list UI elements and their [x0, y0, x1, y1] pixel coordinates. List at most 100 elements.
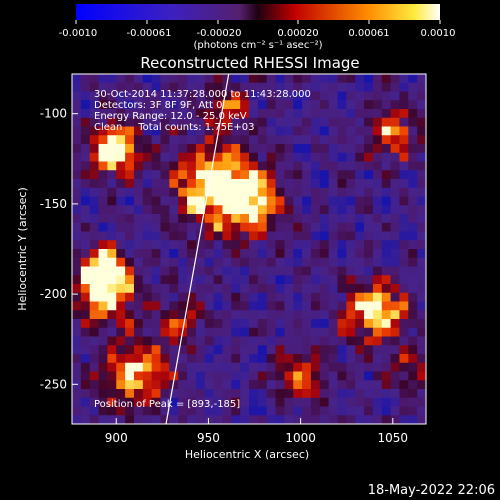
heatmap-cell	[381, 319, 391, 329]
heatmap-cell	[133, 257, 144, 267]
heatmap-cell	[372, 152, 383, 162]
heatmap-cell	[231, 249, 241, 259]
heatmap-cell	[213, 345, 223, 355]
heatmap-cell	[133, 371, 144, 381]
heatmap-cell	[372, 82, 383, 92]
heatmap-cell	[399, 292, 409, 302]
heatmap-cell	[133, 91, 144, 101]
heatmap-cell	[142, 170, 153, 180]
heatmap-cell	[337, 135, 347, 145]
heatmap-cell	[355, 135, 365, 145]
heatmap-cell	[160, 231, 170, 241]
heatmap-cell	[72, 214, 82, 224]
heatmap-cell	[80, 397, 91, 407]
heatmap-cell	[275, 284, 285, 294]
x-tick-label: 950	[197, 431, 220, 445]
heatmap-cell	[213, 336, 223, 346]
heatmap-cell	[169, 161, 179, 171]
heatmap-cell	[125, 82, 135, 92]
heatmap-cell	[390, 345, 400, 355]
heatmap-cell	[89, 275, 99, 285]
heatmap-cell	[275, 266, 285, 276]
heatmap-cell	[160, 117, 170, 127]
heatmap-cell	[266, 354, 276, 364]
heatmap-cell	[116, 222, 126, 232]
heatmap-cell	[204, 214, 214, 224]
heatmap-cell	[178, 100, 188, 110]
heatmap-cell	[417, 91, 426, 101]
heatmap-cell	[231, 310, 241, 320]
heatmap-cell	[257, 100, 268, 110]
heatmap-cell	[187, 196, 197, 206]
heatmap-cell	[213, 152, 223, 162]
heatmap-cell	[328, 336, 338, 346]
heatmap-cell	[346, 380, 356, 390]
heatmap-cell	[346, 257, 356, 267]
heatmap-cell	[399, 397, 409, 407]
heatmap-cell	[266, 187, 276, 197]
heatmap-cell	[408, 222, 418, 232]
heatmap-cell	[275, 301, 285, 311]
heatmap-cell	[213, 371, 223, 381]
heatmap-cell	[346, 187, 356, 197]
heatmap-cell	[293, 257, 303, 267]
heatmap-cell	[266, 100, 276, 110]
heatmap-cell	[381, 205, 391, 215]
heatmap-cell	[381, 292, 391, 302]
heatmap-cell	[390, 397, 400, 407]
heatmap-cell	[381, 231, 391, 241]
heatmap-cell	[169, 336, 179, 346]
heatmap-cell	[257, 380, 268, 390]
heatmap-cell	[125, 205, 135, 215]
heatmap-cell	[231, 91, 241, 101]
heatmap-cell	[98, 231, 108, 241]
heatmap-cell	[346, 109, 356, 119]
heatmap-cell	[195, 91, 206, 101]
heatmap-cell	[169, 170, 179, 180]
heatmap-cell	[98, 152, 108, 162]
heatmap-cell	[142, 74, 153, 84]
heatmap-cell	[133, 179, 144, 189]
heatmap-cell	[249, 292, 259, 302]
heatmap-cell	[133, 126, 144, 136]
heatmap-cell	[107, 126, 117, 136]
heatmap-cell	[399, 319, 409, 329]
heatmap-cell	[169, 380, 179, 390]
heatmap-cell	[142, 161, 153, 171]
heatmap-cell	[328, 222, 338, 232]
heatmap-cell	[293, 144, 303, 154]
heatmap-cell	[417, 135, 426, 145]
heatmap-cell	[355, 196, 365, 206]
heatmap-cell	[151, 380, 161, 390]
heatmap-cell	[372, 371, 383, 381]
heatmap-cell	[107, 389, 117, 399]
heatmap-cell	[116, 319, 126, 329]
heatmap-cell	[408, 406, 418, 416]
heatmap-cell	[213, 397, 223, 407]
heatmap-cell	[178, 389, 188, 399]
heatmap-cell	[319, 170, 330, 180]
heatmap-cell	[319, 126, 330, 136]
heatmap-cell	[204, 161, 214, 171]
heatmap-cell	[372, 380, 383, 390]
heatmap-cell	[381, 117, 391, 127]
heatmap-cell	[240, 257, 250, 267]
heatmap-cell	[98, 301, 108, 311]
heatmap-cell	[408, 284, 418, 294]
heatmap-cell	[133, 327, 144, 337]
heatmap-cell	[266, 109, 276, 119]
heatmap-cell	[355, 187, 365, 197]
heatmap-cell	[249, 187, 259, 197]
heatmap-cell	[98, 126, 108, 136]
heatmap-cell	[240, 240, 250, 250]
heatmap-cell	[399, 240, 409, 250]
heatmap-cell	[399, 284, 409, 294]
heatmap-cell	[72, 284, 82, 294]
heatmap-cell	[249, 214, 259, 224]
heatmap-cell	[257, 266, 268, 276]
heatmap-cell	[328, 415, 338, 424]
heatmap-cell	[364, 336, 374, 346]
heatmap-cell	[355, 231, 365, 241]
heatmap-cell	[89, 397, 99, 407]
heatmap-cell	[80, 179, 91, 189]
